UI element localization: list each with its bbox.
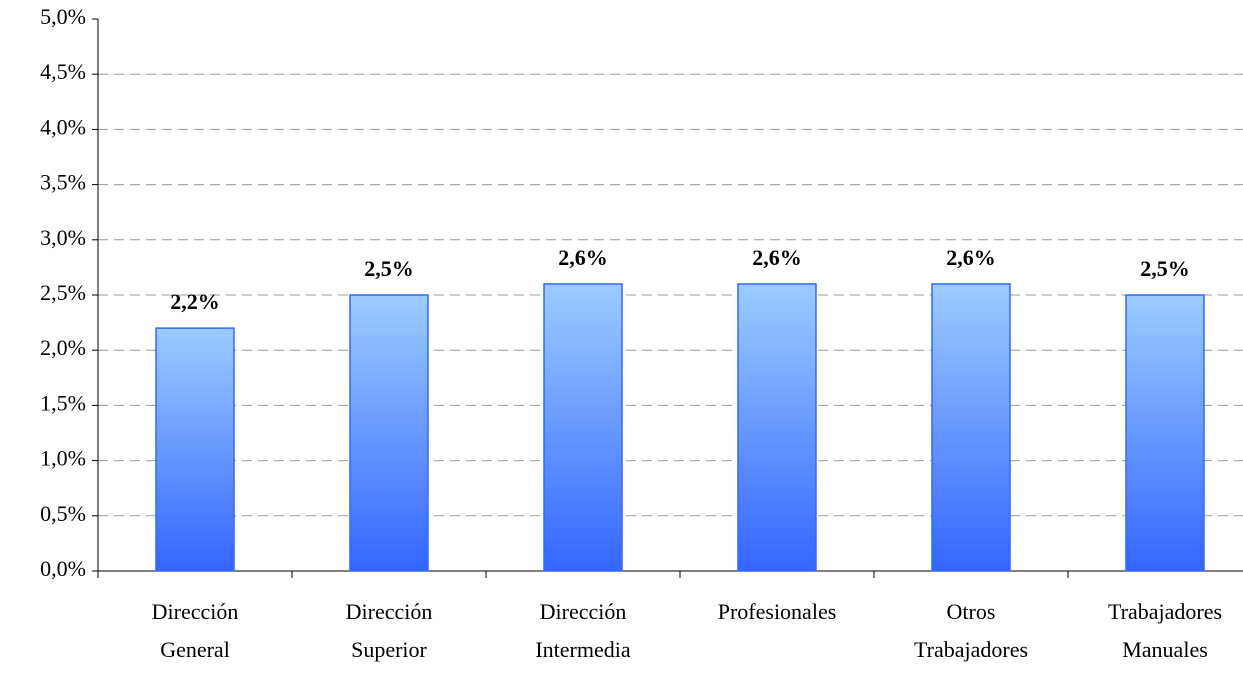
y-tick-label: 1,5% [40, 390, 86, 415]
y-tick-label: 3,5% [40, 170, 86, 195]
y-tick-label: 5,0% [40, 4, 86, 29]
data-label: 2,5% [1140, 256, 1190, 281]
x-tick-label: Dirección [540, 599, 627, 624]
y-tick-label: 4,5% [40, 59, 86, 84]
x-tick-label: Trabajadores [1108, 599, 1222, 624]
x-tick-label: Intermedia [535, 637, 631, 662]
bar [1125, 294, 1205, 572]
y-tick-label: 2,5% [40, 280, 86, 305]
x-tick-label: Otros [947, 599, 996, 624]
x-tick-label: Manuales [1122, 637, 1208, 662]
y-tick-label: 4,0% [40, 114, 86, 139]
x-tick-label: Dirección [152, 599, 239, 624]
y-tick-label: 3,0% [40, 225, 86, 250]
data-label: 2,2% [170, 289, 220, 314]
bar [931, 283, 1011, 572]
y-tick-label: 2,0% [40, 335, 86, 360]
y-tick-label: 0,0% [40, 556, 86, 581]
x-tick-label: Trabajadores [914, 637, 1028, 662]
y-tick-label: 1,0% [40, 446, 86, 471]
x-tick-label: Profesionales [718, 599, 837, 624]
data-label: 2,5% [364, 256, 414, 281]
data-label: 2,6% [946, 245, 996, 270]
bar [543, 283, 623, 572]
bar [349, 294, 429, 572]
bar [155, 327, 235, 572]
x-tick-label: Superior [351, 637, 427, 662]
x-tick-label: General [160, 637, 230, 662]
x-tick-label: Dirección [346, 599, 433, 624]
data-label: 2,6% [752, 245, 802, 270]
bar [737, 283, 817, 572]
data-label: 2,6% [558, 245, 608, 270]
y-tick-label: 0,5% [40, 501, 86, 526]
